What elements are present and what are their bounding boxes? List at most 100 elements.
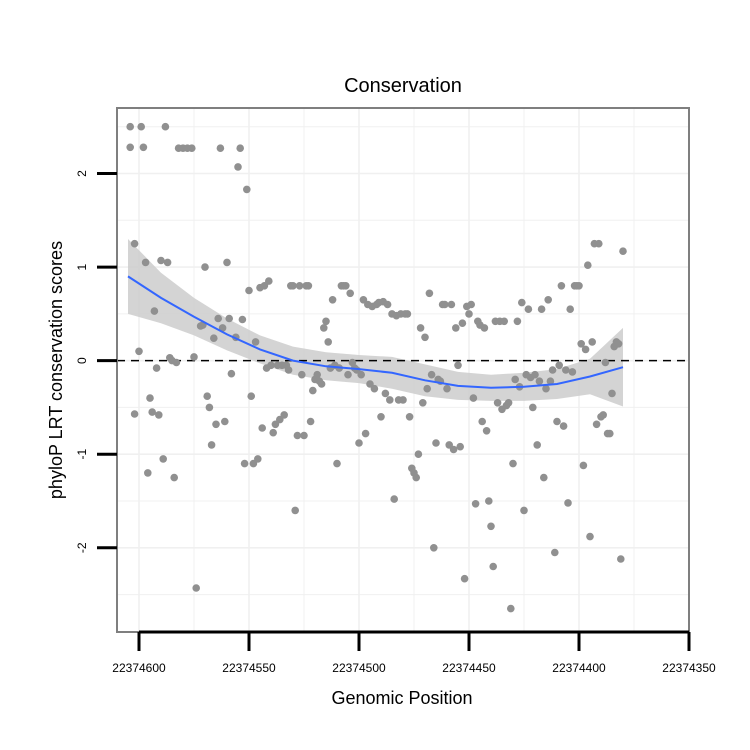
data-point	[135, 347, 143, 356]
data-point	[504, 399, 513, 407]
data-point	[357, 370, 366, 379]
data-point	[170, 473, 178, 482]
data-point	[192, 584, 200, 592]
data-point	[267, 361, 275, 370]
data-point	[203, 392, 211, 401]
data-point	[599, 411, 607, 419]
data-point	[414, 450, 423, 459]
data-point	[130, 239, 139, 248]
data-point	[489, 562, 498, 571]
data-point	[581, 345, 590, 354]
data-point	[130, 410, 139, 418]
data-point	[419, 399, 427, 407]
data-point	[298, 370, 306, 379]
data-point	[126, 143, 134, 152]
data-point	[559, 422, 568, 430]
data-point	[456, 442, 465, 451]
data-point	[509, 459, 517, 468]
data-point	[546, 377, 555, 386]
data-point	[460, 574, 469, 583]
data-point	[405, 413, 414, 421]
data-point	[533, 441, 541, 449]
data-point	[412, 473, 421, 482]
data-point	[524, 305, 533, 314]
data-point	[150, 307, 159, 315]
data-point	[551, 548, 559, 557]
data-point	[577, 340, 585, 348]
data-point	[482, 427, 491, 435]
data-point	[548, 366, 557, 374]
data-point	[430, 544, 438, 552]
data-point	[575, 282, 583, 290]
data-point	[317, 380, 326, 388]
data-point	[309, 386, 317, 395]
data-point	[293, 431, 302, 440]
data-point	[562, 366, 570, 374]
data-point	[443, 384, 451, 393]
data-point	[144, 469, 152, 477]
data-point	[441, 300, 449, 309]
data-point	[225, 314, 233, 323]
data-point	[333, 459, 341, 468]
data-point	[289, 282, 297, 290]
data-point	[485, 497, 493, 505]
data-point	[564, 499, 572, 507]
data-point	[592, 420, 601, 429]
data-point	[344, 370, 352, 379]
data-point	[601, 358, 610, 367]
data-point	[146, 394, 154, 402]
data-point	[467, 300, 476, 309]
y-tick-label: 1	[75, 263, 89, 270]
data-point	[614, 340, 623, 348]
data-point	[511, 375, 519, 384]
data-point	[210, 334, 218, 343]
data-point	[403, 310, 412, 318]
data-point	[295, 282, 304, 290]
data-point	[390, 495, 399, 503]
data-point	[588, 338, 596, 346]
data-point	[148, 408, 156, 416]
data-point	[399, 396, 407, 404]
data-point	[243, 185, 251, 194]
data-point	[480, 324, 489, 332]
data-point	[427, 370, 436, 379]
data-point	[566, 305, 574, 314]
data-point	[245, 286, 253, 295]
data-point	[531, 370, 539, 379]
data-point	[617, 555, 625, 563]
data-point	[253, 455, 262, 463]
data-point	[370, 384, 379, 393]
data-point	[265, 277, 273, 285]
data-point	[205, 403, 214, 412]
data-point	[361, 429, 370, 438]
data-point	[507, 604, 515, 613]
data-point	[540, 473, 548, 482]
data-point	[161, 122, 170, 131]
data-point	[207, 441, 216, 449]
data-point	[238, 315, 247, 324]
data-point	[471, 500, 480, 508]
data-point	[383, 300, 392, 309]
data-point	[212, 420, 220, 429]
data-point	[141, 258, 150, 267]
data-point	[218, 324, 227, 332]
data-point	[469, 394, 478, 402]
data-point	[432, 439, 440, 447]
data-point	[221, 417, 229, 426]
data-point	[291, 506, 300, 515]
x-tick-label: 22374600	[112, 661, 166, 675]
data-point	[346, 289, 355, 298]
data-point	[421, 333, 429, 342]
data-point	[500, 317, 509, 326]
data-point	[454, 361, 462, 370]
data-point	[172, 358, 181, 367]
data-point	[493, 399, 502, 407]
y-tick-label: 0	[75, 357, 89, 364]
y-axis: -2 -1 0 1 2	[75, 170, 117, 553]
data-point	[236, 144, 244, 152]
data-point	[619, 247, 627, 255]
y-tick-label: 2	[75, 170, 89, 177]
y-tick-label: -2	[75, 542, 89, 553]
data-point	[355, 439, 363, 447]
